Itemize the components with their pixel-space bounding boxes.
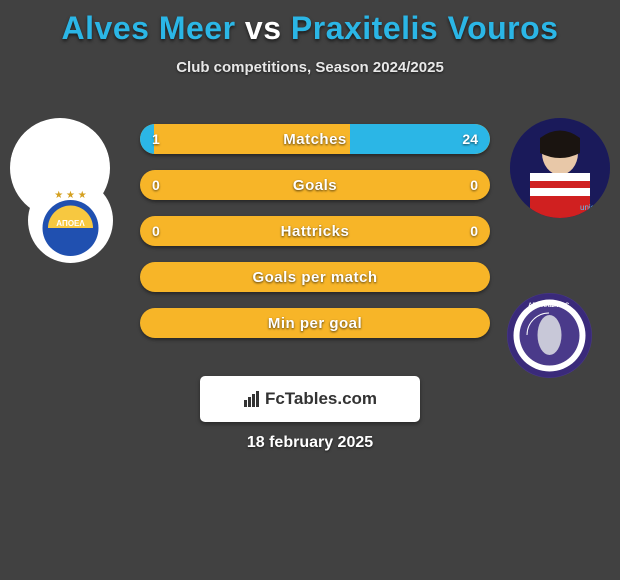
stat-bar-min-per-goal: Min per goal xyxy=(140,308,490,338)
stat-label: Matches xyxy=(140,124,490,154)
stat-label: Goals per match xyxy=(140,262,490,292)
page-title: Alves Meer vs Praxitelis Vouros xyxy=(0,0,620,47)
footer-brand-text: FcTables.com xyxy=(265,389,377,409)
footer-brand: FcTables.com xyxy=(243,389,377,409)
player2-club-logo: ΑΠΟΛΛΩΝ F.C. xyxy=(507,293,592,378)
player1-club-logo: ★ ★ ★ ΑΠΟΕΛ xyxy=(28,178,113,263)
footer-brand-box: FcTables.com xyxy=(200,376,420,422)
stat-right-value: 0 xyxy=(470,170,478,200)
svg-text:ΑΠΟΕΛ: ΑΠΟΕΛ xyxy=(56,219,85,228)
subtitle: Club competitions, Season 2024/2025 xyxy=(0,59,620,76)
player2-name: Praxitelis Vouros xyxy=(291,10,559,46)
stat-right-value: 0 xyxy=(470,216,478,246)
stat-right-value: 24 xyxy=(462,124,478,154)
stats-bars: 1 Matches 24 0 Goals 0 0 Hattricks 0 Goa… xyxy=(140,124,490,354)
player1-name: Alves Meer xyxy=(62,10,236,46)
stat-bar-goals: 0 Goals 0 xyxy=(140,170,490,200)
player2-photo: unicef xyxy=(510,118,610,218)
vs-text: vs xyxy=(245,10,282,46)
stat-label: Hattricks xyxy=(140,216,490,246)
stat-bar-goals-per-match: Goals per match xyxy=(140,262,490,292)
stat-label: Goals xyxy=(140,170,490,200)
stat-label: Min per goal xyxy=(140,308,490,338)
svg-text:ΑΠΟΛΛΩΝ F.C.: ΑΠΟΛΛΩΝ F.C. xyxy=(528,303,571,309)
stat-bar-hattricks: 0 Hattricks 0 xyxy=(140,216,490,246)
svg-text:unicef: unicef xyxy=(580,203,602,212)
date-text: 18 february 2025 xyxy=(0,434,620,452)
stat-bar-matches: 1 Matches 24 xyxy=(140,124,490,154)
chart-icon xyxy=(243,390,261,408)
svg-text:★ ★ ★: ★ ★ ★ xyxy=(54,190,86,201)
